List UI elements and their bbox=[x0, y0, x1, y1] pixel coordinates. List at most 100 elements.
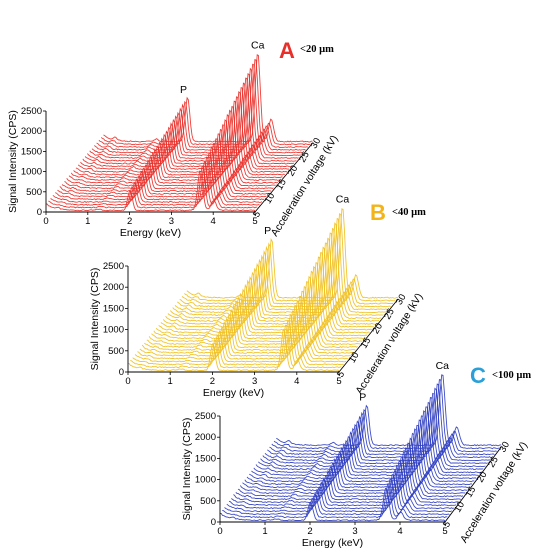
spectrum-line-a-10kv bbox=[57, 146, 267, 198]
spectrum-line-b-23kv bbox=[169, 242, 382, 319]
spectrum-line-b-9kv bbox=[137, 310, 349, 360]
panel-c: 0 1 2 3 4 50500100015002000250051015202530Ene… bbox=[181, 360, 531, 549]
x-tick-label: 3 bbox=[169, 216, 174, 227]
y-tick-label: 2000 bbox=[21, 126, 42, 137]
x-tick-label: 3 bbox=[252, 376, 257, 387]
panel-a: 0 1 2 3 4 50500100015002000250051015202530Ene… bbox=[7, 38, 341, 239]
panel-a-letter: A bbox=[279, 38, 295, 63]
spectrum-line-c-29kv bbox=[273, 379, 500, 450]
peak-label-ca: Ca bbox=[436, 360, 450, 372]
spectrum-line-b-19kv bbox=[160, 262, 373, 331]
spectrum-line-a-29kv bbox=[100, 58, 311, 146]
y-tick-label: 2000 bbox=[103, 282, 124, 293]
spectrum-line-c-16kv bbox=[244, 437, 470, 489]
spectrum-line-b-12kv bbox=[144, 296, 356, 351]
y-tick-label: 500 bbox=[108, 346, 124, 357]
spectrum-line-a-14kv bbox=[66, 128, 276, 187]
z-tick-label: 10 bbox=[263, 191, 278, 206]
panel-c-size-label: <100 µm bbox=[492, 370, 531, 381]
y-tick-label: 0 bbox=[211, 517, 216, 528]
spectrum-line-c-24kv bbox=[262, 401, 488, 465]
spectrum-line-a-16kv bbox=[70, 119, 281, 182]
spectrum-line-c-20kv bbox=[253, 419, 479, 477]
x-tick-label: 2 bbox=[307, 526, 312, 537]
spectrum-line-a-30kv bbox=[103, 54, 313, 143]
spectrum-line-a-8kv bbox=[52, 156, 263, 204]
y-tick-label: 2000 bbox=[195, 432, 216, 443]
spectrum-line-a-7kv bbox=[50, 161, 260, 206]
spectrum-line-a-23kv bbox=[87, 87, 297, 162]
y-tick-label: 1500 bbox=[195, 453, 216, 464]
panel-b-letter: B bbox=[370, 200, 386, 225]
panel-c-letter: C bbox=[470, 363, 486, 388]
spectrum-line-c-23kv bbox=[260, 406, 486, 468]
spectrum-line-b-20kv bbox=[162, 256, 375, 328]
spectrum-line-a-15kv bbox=[68, 124, 279, 184]
spectrum-line-c-30kv bbox=[276, 374, 502, 447]
z-tick-label: 15 bbox=[359, 336, 374, 351]
z-tick-label: 5 bbox=[335, 369, 347, 379]
x-axis-title: Energy (keV) bbox=[120, 227, 181, 239]
spectrum-line-a-27kv bbox=[96, 67, 306, 151]
panel-c-spectra bbox=[219, 374, 502, 522]
spectrum-line-c-5kv bbox=[219, 487, 446, 522]
spectrum-line-a-25kv bbox=[91, 77, 301, 157]
spectrum-line-b-16kv bbox=[153, 275, 366, 340]
x-tick-label: 1 bbox=[262, 526, 267, 537]
x-tick-label: 1 bbox=[85, 216, 90, 227]
x-tick-label: 5 bbox=[252, 216, 257, 227]
spectrum-line-b-29kv bbox=[184, 213, 396, 302]
spectrum-line-b-27kv bbox=[179, 222, 391, 308]
spectrum-line-a-12kv bbox=[61, 138, 272, 193]
z-tick-label: 25 bbox=[382, 307, 397, 322]
x-tick-label: 4 bbox=[294, 376, 299, 387]
spectrum-line-b-13kv bbox=[146, 290, 359, 349]
x-tick-label: 3 bbox=[352, 526, 357, 537]
spectrum-line-b-17kv bbox=[155, 270, 368, 337]
spectrum-line-a-9kv bbox=[55, 152, 265, 201]
spectrum-line-a-21kv bbox=[82, 96, 292, 168]
spectrum-line-a-13kv bbox=[64, 133, 274, 190]
spectrum-line-b-8kv bbox=[134, 314, 347, 363]
y-tick-label: 0 bbox=[37, 207, 42, 218]
spectrum-line-c-25kv bbox=[264, 397, 490, 462]
spectrum-line-a-18kv bbox=[75, 109, 286, 176]
z-tick-label: 5 bbox=[251, 209, 263, 219]
y-tick-label: 1000 bbox=[195, 475, 216, 486]
spectrum-line-a-11kv bbox=[59, 143, 269, 195]
spectrum-line-a-17kv bbox=[73, 114, 283, 179]
y-axis-title: Signal Intensity (CPS) bbox=[7, 110, 19, 213]
y-tick-label: 1000 bbox=[21, 167, 42, 178]
x-tick-label: 5 bbox=[442, 526, 447, 537]
peak-label-p: P bbox=[359, 392, 366, 404]
x-tick-label: 0 bbox=[125, 376, 130, 387]
spectrum-line-c-28kv bbox=[271, 383, 497, 453]
x-axis-title: Energy (keV) bbox=[302, 537, 363, 549]
y-tick-label: 500 bbox=[200, 496, 216, 507]
panel-b-spectra bbox=[127, 208, 398, 372]
spectrum-line-c-18kv bbox=[249, 428, 475, 483]
y-tick-label: 1500 bbox=[103, 303, 124, 314]
peak-label-p: P bbox=[180, 84, 187, 96]
z-axis-line bbox=[338, 299, 399, 373]
x-tick-label: 5 bbox=[336, 376, 341, 387]
panel-a-spectra bbox=[45, 54, 313, 212]
spectrum-line-b-6kv bbox=[130, 324, 342, 369]
x-tick-label: 4 bbox=[397, 526, 402, 537]
x-tick-label: 2 bbox=[127, 216, 132, 227]
x-axis-title: Energy (keV) bbox=[203, 387, 264, 399]
spectrum-line-c-22kv bbox=[257, 410, 484, 471]
spectrum-line-a-6kv bbox=[48, 165, 258, 209]
spectrum-line-b-7kv bbox=[132, 319, 344, 366]
spectrum-line-b-28kv bbox=[181, 217, 394, 305]
spectrum-line-c-6kv bbox=[222, 483, 448, 519]
z-tick-label: 30 bbox=[394, 292, 409, 307]
spectrum-line-c-15kv bbox=[242, 442, 468, 492]
z-tick-label: 25 bbox=[486, 455, 501, 470]
spectrum-line-b-10kv bbox=[139, 304, 351, 357]
x-tick-label: 0 bbox=[217, 526, 222, 537]
x-tick-label: 2 bbox=[210, 376, 215, 387]
spectrum-line-b-26kv bbox=[177, 227, 389, 311]
panel-b-size-label: <40 µm bbox=[392, 207, 426, 218]
